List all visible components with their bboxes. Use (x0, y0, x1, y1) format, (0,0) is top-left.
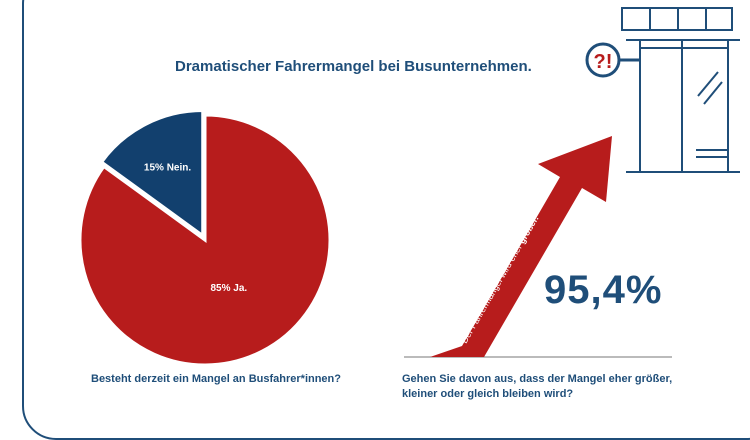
pie-label-0: 15% Nein. (144, 162, 191, 173)
pie-label-1: 85% Ja. (210, 283, 247, 294)
pie-question: Besteht derzeit ein Mangel an Busfahrer*… (91, 373, 341, 385)
warning-sign: ?! (585, 42, 640, 78)
big-percentage: 95,4% (544, 268, 663, 312)
bus-station-icon (621, 7, 740, 173)
pie-slice-0 (99, 109, 205, 239)
pie-slice-1 (78, 113, 332, 367)
warning-icon: ?! (594, 51, 613, 73)
trend-question: Gehen Sie davon aus, dass der Mangel ehe… (402, 373, 673, 400)
trend-arrow (430, 136, 612, 357)
pie-chart: 15% Nein. 85% Ja. (78, 109, 332, 367)
chart-canvas: 15% Nein.85% Ja. Der Fahrermangel wird e… (78, 7, 740, 367)
page-title: Dramatischer Fahrermangel bei Busunterne… (175, 58, 532, 75)
